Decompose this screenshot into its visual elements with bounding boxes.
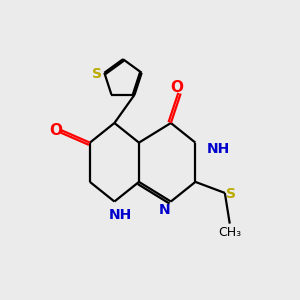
Text: O: O: [170, 80, 183, 95]
Text: CH₃: CH₃: [218, 226, 241, 239]
Text: N: N: [159, 203, 170, 217]
Text: NH: NH: [207, 142, 230, 156]
Text: O: O: [49, 123, 62, 138]
Text: NH: NH: [109, 208, 132, 222]
Text: S: S: [92, 68, 102, 81]
Text: S: S: [226, 187, 236, 201]
